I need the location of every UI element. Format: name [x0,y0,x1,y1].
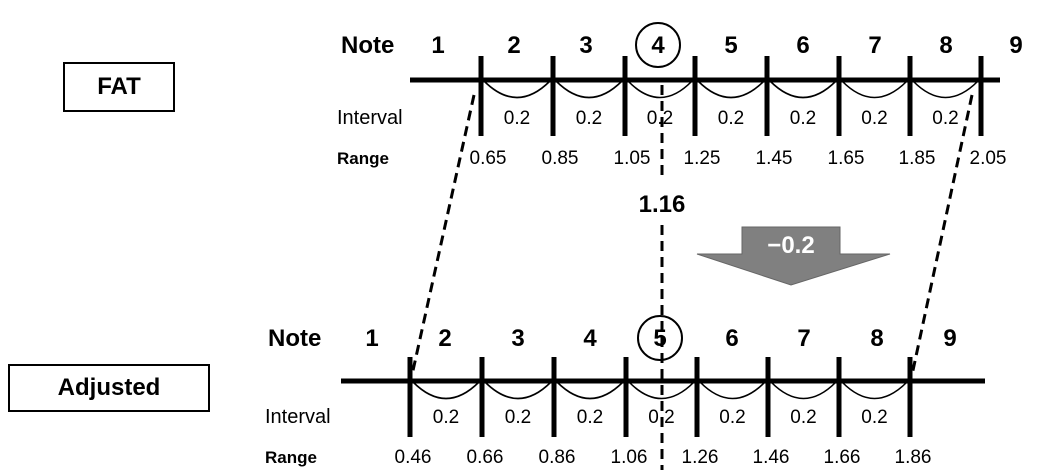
adjusted-interval-value: 0.2 [577,407,603,428]
fat-interval-value: 0.2 [790,108,816,129]
adjusted-interval-value: 0.2 [433,407,459,428]
shift-arrow [696,226,891,286]
adjusted-range-value: 0.66 [467,447,504,468]
fat-note-8: 8 [939,32,952,59]
adjusted-note-2: 2 [438,325,451,352]
adjusted-range-title: Range [265,448,317,467]
fat-range-value: 1.05 [614,148,651,169]
fat-interval-value: 0.2 [718,108,744,129]
fat-label: FAT [97,73,141,100]
fat-interval-arc-1 [483,80,551,99]
adjusted-interval-value: 0.2 [790,407,816,428]
fat-range-value: 1.25 [684,148,721,169]
adjusted-range-value: 1.86 [895,447,932,468]
adjusted-interval-value: 0.2 [719,407,745,428]
fat-interval-value: 0.2 [576,108,602,129]
fat-interval-value: 0.2 [932,108,958,129]
fat-selected-note-circle [635,22,681,68]
fat-interval-value: 0.2 [861,108,887,129]
adjusted-note-6: 6 [725,325,738,352]
fat-range-value: 0.85 [542,148,579,169]
fat-interval-arc-2 [555,80,623,99]
fat-label-box: FAT [63,62,175,112]
adjusted-interval-arc-6 [770,381,837,400]
fat-note-4: 4 [651,32,665,59]
shift-arrow-label: −0.2 [767,232,814,259]
fat-note-3: 3 [579,32,592,59]
adjusted-range-value: 0.46 [395,447,432,468]
adjusted-interval-value: 0.2 [861,407,887,428]
adjusted-note-5: 5 [653,325,666,352]
adjusted-selected-note-circle [637,315,683,361]
fat-interval-arc-3 [627,80,693,99]
fat-note-5: 5 [724,32,737,59]
adjusted-interval-arc-2 [484,381,552,400]
fat-interval-value: 0.2 [647,108,673,129]
fat-interval-value: 0.2 [504,108,530,129]
adjusted-range-value: 1.46 [753,447,790,468]
fat-range-value: 1.65 [828,148,865,169]
adjusted-label-box: Adjusted [8,364,210,412]
fat-note-9: 9 [1009,32,1022,59]
fat-note-title: Note [341,32,394,59]
fat-interval-arc-7 [912,80,979,99]
adjusted-interval-value: 0.2 [505,407,531,428]
adjusted-note-4: 4 [583,325,597,352]
adjusted-note-title: Note [268,325,321,352]
adjusted-range-value: 0.86 [539,447,576,468]
adjusted-interval-arc-5 [699,381,766,400]
fat-range-title: Range [337,149,389,168]
fat-note-7: 7 [868,32,881,59]
fat-range-value: 0.65 [470,148,507,169]
adjusted-note-7: 7 [797,325,810,352]
adjusted-range-value: 1.06 [611,447,648,468]
adjusted-note-1: 1 [365,325,378,352]
fat-note-2: 2 [507,32,520,59]
adjusted-interval-arc-3 [556,381,624,400]
adjusted-label: Adjusted [57,374,161,401]
adjusted-note-3: 3 [511,325,524,352]
fat-range-value: 1.85 [899,148,936,169]
fat-note-1: 1 [431,32,444,59]
adjusted-note-8: 8 [870,325,883,352]
fat-interval-arc-6 [841,80,908,99]
adjusted-interval-arc-1 [412,381,480,400]
adjusted-interval-title: Interval [265,406,331,428]
adjusted-range-value: 1.66 [824,447,861,468]
fat-note-6: 6 [796,32,809,59]
fat-interval-arc-4 [697,80,765,99]
fat-interval-title: Interval [337,107,403,129]
adjusted-range-value: 1.26 [682,447,719,468]
adjusted-note-9: 9 [943,325,956,352]
marker-value: 1.16 [639,191,686,218]
adjusted-interval-arc-7 [841,381,908,400]
right-boundary-dashed-line [910,94,974,376]
adjusted-interval-arc-4 [628,381,695,400]
fat-interval-arc-5 [769,80,837,99]
fat-range-value: 2.05 [970,148,1007,169]
fat-range-value: 1.45 [756,148,793,169]
